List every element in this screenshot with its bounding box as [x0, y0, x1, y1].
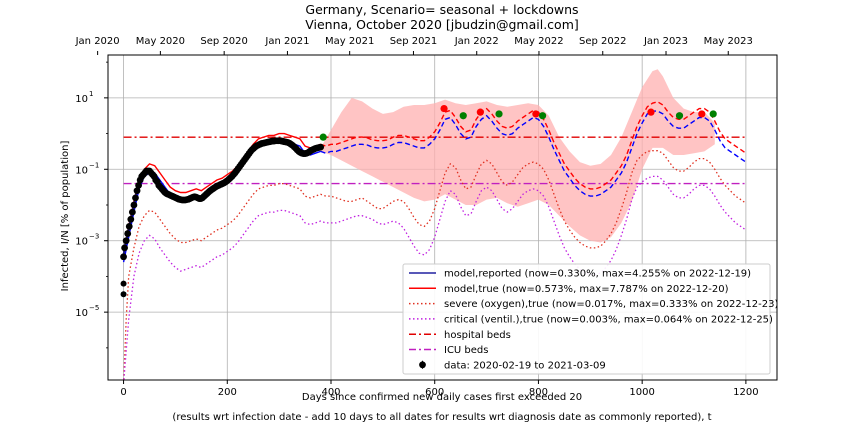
- top-tick-label: Jan 2021: [264, 36, 309, 47]
- plot-area: 0 200 400 600 800 1000 1200 Jan 2020 May 2020 Sep…: [75, 36, 779, 398]
- peak-marker: [440, 104, 448, 113]
- top-tick-label: Sep 2021: [390, 36, 437, 47]
- top-tick-label: Sep 2022: [579, 36, 626, 47]
- series-critical: [123, 175, 747, 380]
- data-point: [125, 223, 133, 230]
- plot-frame: [107, 54, 778, 381]
- data-point: [120, 253, 127, 261]
- legend-marker-data: [419, 361, 426, 369]
- x-axis-label: Days since confirmed new daily cases fir…: [302, 392, 582, 403]
- series-true-fit: [122, 132, 321, 252]
- y-tick-label: 10: [75, 94, 88, 105]
- data-point: [124, 230, 132, 237]
- y-tick-label: 10: [75, 308, 88, 319]
- data-point: [317, 143, 325, 151]
- top-tick-label: Sep 2020: [200, 36, 247, 47]
- y-axis-label: Infected, I/N [% of population]: [60, 141, 71, 292]
- top-tick-label: Jan 2022: [454, 36, 499, 47]
- peak-marker: [319, 133, 327, 141]
- y-tick-label: 10: [75, 237, 88, 248]
- peak-marker: [495, 110, 503, 118]
- peak-marker: [538, 112, 547, 120]
- data-point: [135, 181, 142, 189]
- peak-marker: [476, 108, 484, 116]
- chart-title: Germany, Scenario= seasonal + lockdowns: [305, 2, 578, 17]
- legend-label-data: data: 2020-02-19 to 2021-03-09: [444, 360, 606, 371]
- y-tick-exponent: 1: [89, 90, 93, 98]
- series-reported-forecast: [320, 110, 747, 197]
- y-tick-exponent: −1: [89, 161, 99, 169]
- x-tick-label: 600: [425, 387, 444, 398]
- peak-marker: [698, 110, 706, 118]
- data-point: [120, 291, 127, 298]
- data-point: [120, 280, 127, 287]
- data-point: [121, 244, 128, 252]
- chart-subtitle: Vienna, October 2020 [jbudzin@gmail.com]: [305, 17, 579, 32]
- top-tick-label: May 2023: [704, 36, 753, 47]
- top-tick-label: May 2022: [514, 36, 563, 47]
- uncertainty-band: [320, 69, 715, 243]
- legend: model,reported (now=0.330%, max=4.255% o…: [402, 263, 778, 375]
- top-tick-label: May 2020: [136, 36, 185, 47]
- x-tick-label: 800: [529, 387, 548, 398]
- y-tick-exponent: −5: [89, 304, 99, 312]
- x-tick-label: 200: [218, 387, 237, 398]
- peak-marker: [459, 112, 467, 120]
- data-point: [130, 201, 138, 209]
- x-tick-label: 0: [120, 387, 126, 398]
- legend-label-severe: severe (oxygen),true (now=0.017%, max=0.…: [444, 299, 778, 310]
- top-tick-label: May 2021: [325, 36, 374, 47]
- x-tick-label: 400: [321, 387, 340, 398]
- legend-label-true: model,true (now=0.573%, max=7.787% on 20…: [444, 284, 729, 295]
- x-axis-note: (results wrt infection date - add 10 day…: [172, 412, 711, 423]
- peak-marker: [709, 110, 717, 118]
- data-point: [127, 215, 135, 223]
- plot-content: [120, 69, 747, 380]
- y-tick-label: 10: [75, 165, 88, 176]
- legend-label-icu: ICU beds: [444, 345, 489, 356]
- x-tick-label: 1000: [629, 387, 654, 398]
- peak-marker: [647, 108, 655, 116]
- x-tick-label: 1200: [733, 387, 758, 398]
- legend-label-reported: model,reported (now=0.330%, max=4.255% o…: [444, 269, 751, 280]
- peak-marker: [532, 110, 540, 118]
- legend-label-critical: critical (ventil.),true (now=0.003%, max…: [444, 315, 773, 326]
- legend-label-hospital: hospital beds: [444, 330, 511, 341]
- top-tick-label: Jan 2023: [643, 36, 688, 47]
- data-point: [122, 237, 130, 245]
- data-point: [128, 208, 136, 216]
- series-true-forecast: [320, 101, 747, 190]
- peak-marker: [675, 112, 684, 120]
- top-tick-label: Jan 2020: [75, 36, 120, 47]
- y-tick-exponent: −3: [89, 233, 99, 241]
- data-point: [133, 187, 141, 195]
- data-point: [132, 194, 139, 202]
- legend-box: [402, 263, 771, 375]
